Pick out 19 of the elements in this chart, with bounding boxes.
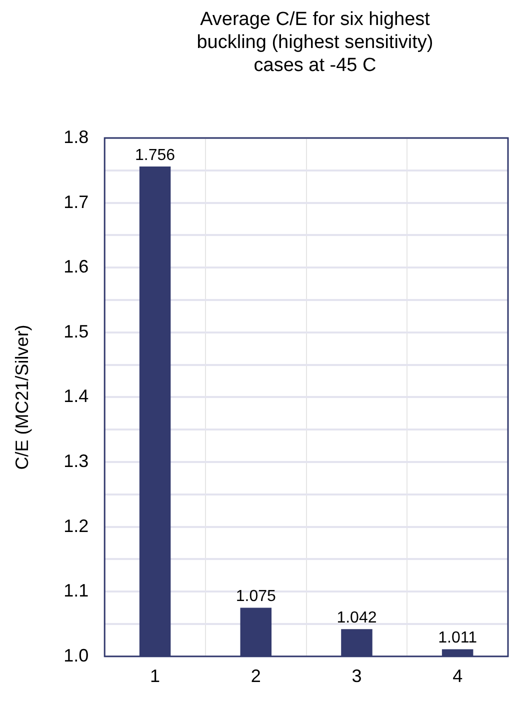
y-tick-label: 1.3 <box>64 450 89 471</box>
y-tick-label: 1.1 <box>64 580 89 601</box>
chart-title: Average C/E for six highest buckling (highest sensitivity) cases at -45 C <box>196 8 434 77</box>
data-label: 1.075 <box>236 588 276 606</box>
y-tick-label: 1.5 <box>64 321 89 342</box>
y-tick-label: 1.6 <box>64 256 89 277</box>
y-tick-label: 1.7 <box>64 192 89 212</box>
y-tick-label: 1.8 <box>64 126 89 147</box>
data-label: 1.011 <box>438 630 478 647</box>
y-tick-label: 1.4 <box>64 386 89 406</box>
data-label: 1.042 <box>336 610 377 627</box>
y-tick-label: 1.0 <box>64 645 89 666</box>
data-label: 1.756 <box>135 146 176 164</box>
x-tick-label: 4 <box>452 666 463 686</box>
x-tick-label: 3 <box>352 666 362 686</box>
x-tick-label: 1 <box>150 666 160 686</box>
y-tick-label: 1.2 <box>64 516 89 536</box>
x-tick-label: 2 <box>250 666 261 686</box>
y-axis-title: C/E (MC21/Silver) <box>12 324 32 470</box>
